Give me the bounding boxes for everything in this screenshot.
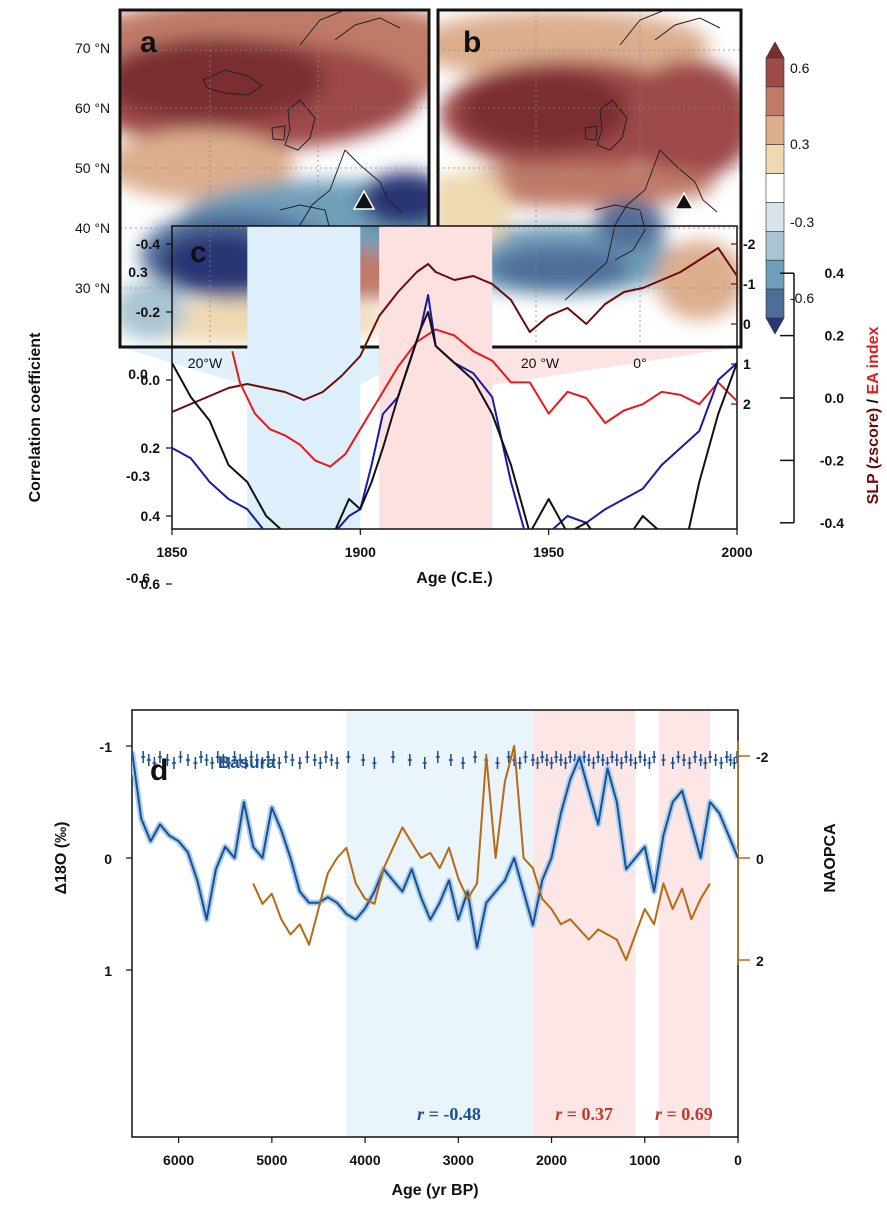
slp-tick-label: 2	[743, 396, 751, 412]
map-b-label: b	[463, 26, 481, 59]
left-tick-label: -0.2	[136, 304, 160, 320]
lat-label: 30 °N	[75, 280, 110, 296]
colorbar-swatch	[765, 231, 785, 261]
lat-label: 40 °N	[75, 220, 110, 236]
ea-tick-label: 0.2	[825, 328, 845, 344]
x-tick-label: 1900	[345, 544, 376, 560]
correlation-blue-line	[172, 294, 737, 529]
colorbar-swatch	[765, 144, 785, 174]
slp-tick-label: -2	[743, 236, 756, 252]
colorbar-label: -0.6	[790, 290, 814, 306]
panel-c-label: c	[190, 236, 207, 269]
shaded-interval	[247, 226, 361, 529]
ea-tick-label: -0.4	[820, 515, 844, 531]
slp-tick-label: 0	[743, 316, 751, 332]
map-lat-labels: 70 °N 60 °N 50 °N 40 °N 30 °N	[75, 40, 110, 296]
colorbar-swatch	[765, 115, 785, 145]
panel-d-label: d	[150, 754, 168, 787]
left-tick-label: 0	[104, 851, 112, 867]
left-tick-label: 0.4	[141, 508, 161, 524]
correlation-black-line	[172, 311, 737, 529]
x-tick-label: 3000	[443, 1152, 474, 1168]
slp-tick-label: 1	[743, 356, 751, 372]
lat-label: 60 °N	[75, 100, 110, 116]
basura-label: Bàsura	[218, 753, 276, 772]
lon-label: 20 °W	[521, 355, 560, 371]
panel-c-series	[172, 247, 737, 529]
dating-markers	[141, 751, 740, 769]
left-tick-label: -1	[100, 739, 113, 755]
colorbar-label: -0.3	[790, 214, 814, 230]
x-tick-label: 5000	[256, 1152, 287, 1168]
colorbar-labels: 0.6 0.3 -0.3 -0.6	[790, 60, 814, 306]
panel-c-frame	[171, 225, 738, 530]
left-axis-title: Correlation coefficient	[27, 332, 44, 502]
colorbar-label: 0.6	[790, 60, 810, 76]
left-tick-label: 0.2	[141, 440, 161, 456]
left-tick-label: 0.6	[141, 576, 161, 592]
site-marker-icon	[673, 191, 695, 210]
right-tick-label: -2	[756, 749, 769, 765]
x-tick-label: 2000	[536, 1152, 567, 1168]
ea-tick-label: 0.4	[825, 265, 845, 281]
site-marker-icon	[352, 189, 376, 210]
x-tick-label: 1950	[533, 544, 564, 560]
lon-label: 20°W	[188, 355, 223, 371]
x-axis-title: Age (yr BP)	[391, 1182, 478, 1199]
nao-line	[252, 744, 711, 961]
blue-tick-label: 0.0	[128, 366, 148, 382]
ea-line	[231, 328, 737, 468]
right-axis-title: NAOPCA	[822, 823, 839, 893]
slp-tick-label: -1	[743, 276, 756, 292]
ea-tick-label: -0.2	[820, 452, 844, 468]
x-tick-label: 4000	[349, 1152, 380, 1168]
colorbar-swatch	[765, 202, 785, 232]
colorbar-label: 0.3	[790, 136, 810, 152]
panel-d-series	[132, 744, 738, 961]
left-tick-label: -0.4	[136, 236, 160, 252]
right-tick-label: 2	[756, 953, 764, 969]
shaded-interval	[658, 710, 711, 1137]
lon-label: 0°	[633, 355, 646, 371]
panel-d: -1 0 1 -2 0 2 6000 5000 4000 3000 2000 1000 0 Age (yr…	[53, 709, 839, 1199]
correlation-annotation: r = -0.48	[417, 1104, 481, 1124]
colorbar-top-arrow	[765, 41, 785, 59]
x-axis-title: Age (C.E.)	[416, 570, 492, 587]
colorbar-swatch	[765, 259, 785, 290]
colorbar	[765, 41, 785, 335]
map-a-label: a	[140, 26, 157, 59]
basura-line	[132, 751, 738, 949]
panel-c: -0.4 -0.2 0.0 0.2 0.4 0.6 0.3 0.0 -0.3 -0.6 -2 -1 0 1…	[27, 225, 882, 592]
x-tick-label: 1000	[629, 1152, 660, 1168]
correlation-annotation: r = 0.69	[655, 1104, 713, 1124]
left-axis-title: Δ18O (‰)	[53, 822, 70, 895]
blue-tick-label: -0.6	[126, 570, 150, 586]
colorbar-bottom-arrow	[765, 317, 785, 335]
left-tick-label: 0.0	[141, 372, 161, 388]
x-tick-label: 1850	[156, 544, 187, 560]
colorbar-swatch	[765, 173, 785, 203]
slp-line	[172, 247, 737, 413]
left-tick-label: 1	[104, 963, 112, 979]
x-tick-label: 0	[734, 1152, 742, 1168]
colorbar-swatch	[765, 86, 785, 117]
ea-tick-label: 0.0	[825, 390, 845, 406]
right-tick-label: 0	[756, 851, 764, 867]
x-tick-label: 6000	[163, 1152, 194, 1168]
blue-tick-label: 0.3	[128, 264, 148, 280]
correlation-annotation: r = 0.37	[555, 1104, 613, 1124]
x-tick-label: 2000	[721, 544, 752, 560]
lat-label: 50 °N	[75, 160, 110, 176]
blue-tick-label: -0.3	[126, 468, 150, 484]
colorbar-swatch	[765, 288, 785, 319]
lat-label: 70 °N	[75, 40, 110, 56]
shaded-interval	[346, 710, 533, 1137]
colorbar-swatch	[765, 57, 785, 88]
right-axis-title: SLP (zscore) / EA index	[865, 326, 882, 504]
